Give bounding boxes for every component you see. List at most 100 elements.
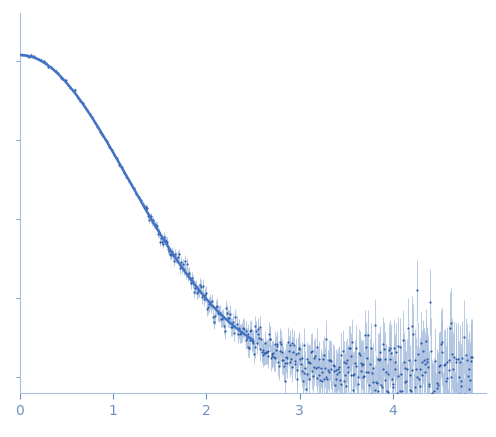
- Point: [252, 328, 260, 335]
- Point: [239, 324, 247, 331]
- Point: [356, 351, 364, 358]
- Point: [185, 269, 192, 276]
- Point: [456, 358, 464, 365]
- Point: [327, 365, 335, 372]
- Point: [259, 346, 267, 353]
- Point: [425, 382, 433, 389]
- Point: [74, 94, 82, 101]
- Point: [317, 364, 325, 371]
- Point: [182, 270, 189, 277]
- Point: [353, 401, 361, 408]
- Point: [399, 336, 407, 343]
- Point: [266, 335, 274, 342]
- Point: [426, 298, 434, 305]
- Point: [168, 251, 176, 258]
- Point: [442, 358, 450, 365]
- Point: [465, 365, 473, 372]
- Point: [304, 359, 312, 366]
- Point: [146, 213, 154, 220]
- Point: [371, 387, 379, 394]
- Point: [120, 170, 128, 177]
- Point: [163, 238, 171, 245]
- Point: [261, 340, 269, 347]
- Point: [468, 354, 476, 361]
- Point: [403, 394, 411, 401]
- Point: [436, 362, 444, 369]
- Point: [143, 205, 151, 212]
- Point: [113, 155, 121, 162]
- Point: [194, 288, 202, 295]
- Point: [184, 272, 191, 279]
- Point: [42, 59, 50, 66]
- Point: [343, 356, 351, 363]
- Point: [372, 322, 379, 329]
- Point: [167, 250, 175, 257]
- Point: [220, 323, 228, 329]
- Point: [466, 376, 474, 383]
- Point: [434, 369, 442, 376]
- Point: [331, 382, 339, 388]
- Point: [319, 356, 327, 363]
- Point: [232, 314, 240, 321]
- Point: [344, 364, 352, 371]
- Point: [348, 339, 356, 346]
- Point: [59, 76, 67, 83]
- Point: [454, 356, 462, 363]
- Point: [437, 339, 445, 346]
- Point: [278, 356, 286, 363]
- Point: [214, 310, 222, 317]
- Point: [314, 372, 322, 379]
- Point: [242, 327, 250, 334]
- Point: [247, 327, 255, 334]
- Point: [400, 358, 408, 365]
- Point: [279, 357, 287, 364]
- Point: [27, 52, 35, 59]
- Point: [393, 389, 401, 396]
- Point: [322, 374, 330, 381]
- Point: [231, 329, 239, 336]
- Point: [265, 331, 273, 338]
- Point: [247, 328, 254, 335]
- Point: [404, 324, 412, 331]
- Point: [284, 339, 292, 346]
- Point: [229, 323, 237, 330]
- Point: [170, 251, 178, 258]
- Point: [32, 55, 40, 62]
- Point: [213, 302, 221, 309]
- Point: [243, 334, 251, 341]
- Point: [267, 354, 275, 361]
- Point: [212, 304, 220, 311]
- Point: [440, 361, 448, 368]
- Point: [391, 359, 399, 366]
- Point: [459, 394, 467, 401]
- Point: [268, 352, 276, 359]
- Point: [93, 123, 101, 130]
- Point: [419, 348, 427, 355]
- Point: [291, 358, 299, 365]
- Point: [375, 356, 383, 363]
- Point: [132, 190, 140, 197]
- Point: [222, 305, 230, 312]
- Point: [301, 342, 309, 349]
- Point: [256, 346, 264, 353]
- Point: [207, 302, 215, 309]
- Point: [153, 223, 161, 230]
- Point: [115, 162, 123, 169]
- Point: [322, 336, 330, 343]
- Point: [286, 341, 294, 348]
- Point: [315, 356, 323, 363]
- Point: [310, 355, 317, 362]
- Point: [350, 371, 358, 378]
- Point: [450, 393, 458, 400]
- Point: [302, 386, 310, 393]
- Point: [30, 53, 38, 60]
- Point: [376, 349, 384, 356]
- Point: [365, 369, 372, 376]
- Point: [418, 371, 426, 378]
- Point: [402, 377, 410, 384]
- Point: [426, 380, 434, 387]
- Point: [188, 274, 196, 281]
- Point: [172, 251, 180, 258]
- Point: [342, 360, 350, 367]
- Point: [88, 113, 96, 120]
